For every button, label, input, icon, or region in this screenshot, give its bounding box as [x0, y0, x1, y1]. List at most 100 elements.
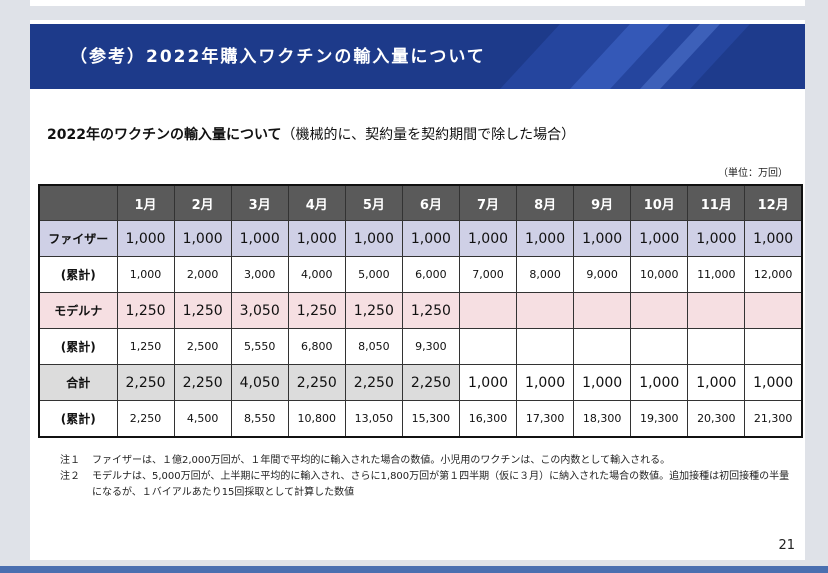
footnotes: 注１ ファイザーは、１億2,000万回が、１年間で平均的に輸入された場合の数値。…	[60, 453, 790, 501]
table-cell	[687, 292, 746, 329]
table-cell: 8,550	[230, 400, 289, 437]
table-cell: 3,050	[230, 292, 289, 329]
row-label-cumulative: (累計)	[38, 256, 118, 293]
table-cell: 6,800	[287, 328, 346, 365]
table-cell: 1,000	[344, 220, 403, 257]
table-cell: 2,250	[116, 364, 175, 401]
table-cell: 4,050	[230, 364, 289, 401]
table-cell: 21,300	[744, 400, 803, 437]
month-header: 2月	[173, 184, 232, 221]
table-cell: 1,000	[116, 220, 175, 257]
table-cell: 1,000	[287, 220, 346, 257]
moderna-row: モデルナ 1,250 1,250 3,050 1,250 1,250 1,250	[38, 292, 803, 329]
table-cell: 1,250	[173, 292, 232, 329]
table-cell: 16,300	[458, 400, 518, 437]
table-cell: 10,000	[630, 256, 689, 293]
table-cell: 1,250	[287, 292, 346, 329]
footnote-label: 注２	[60, 471, 80, 482]
table-cell: 1,250	[344, 292, 403, 329]
subtitle-bold: 2022年のワクチンの輸入量について	[47, 127, 282, 143]
pfizer-cumulative-row: (累計) 1,000 2,000 3,000 4,000 5,000 6,000…	[38, 256, 803, 293]
slide: （参考）2022年購入ワクチンの輸入量について 2022年のワクチンの輸入量につ…	[30, 20, 805, 560]
row-label-cumulative: (累計)	[38, 400, 118, 437]
moderna-cumulative-row: (累計) 1,250 2,500 5,550 6,800 8,050 9,300	[38, 328, 803, 365]
table-cell: 1,000	[458, 364, 518, 401]
table-cell: 3,000	[230, 256, 289, 293]
table-cell: 1,000	[116, 256, 175, 293]
pfizer-row: ファイザー 1,000 1,000 1,000 1,000 1,000 1,00…	[38, 220, 803, 257]
table-cell	[573, 328, 632, 365]
table-cell: 5,000	[344, 256, 403, 293]
table-cell	[458, 328, 518, 365]
table-cell: 1,000	[173, 220, 232, 257]
footnote-text: ファイザーは、１億2,000万回が、１年間で平均的に輸入された場合の数値。小児用…	[92, 455, 671, 466]
table-cell: 13,050	[344, 400, 403, 437]
table-cell: 2,250	[287, 364, 346, 401]
table-cell: 17,300	[516, 400, 575, 437]
row-label-moderna: モデルナ	[38, 292, 118, 329]
table-cell: 2,250	[116, 400, 175, 437]
footnote: 注２ モデルナは、5,000万回が、上半期に平均的に輸入され、さらに1,800万…	[60, 469, 790, 501]
table-cell	[516, 292, 575, 329]
table-cell: 1,000	[630, 220, 689, 257]
table-cell: 2,250	[344, 364, 403, 401]
table-cell: 1,250	[116, 292, 175, 329]
table-cell: 2,250	[401, 364, 460, 401]
footnote-text: モデルナは、5,000万回が、上半期に平均的に輸入され、さらに1,800万回が第…	[92, 471, 790, 498]
table-cell: 1,000	[230, 220, 289, 257]
table-cell	[573, 292, 632, 329]
bottom-bar	[0, 566, 828, 573]
total-row: 合計 2,250 2,250 4,050 2,250 2,250 2,250 1…	[38, 364, 803, 401]
row-label-total: 合計	[38, 364, 118, 401]
header-corner	[38, 184, 118, 221]
month-header: 7月	[458, 184, 518, 221]
table-cell: 7,000	[458, 256, 518, 293]
table-cell: 9,300	[401, 328, 460, 365]
table-cell: 1,000	[687, 364, 746, 401]
month-header: 10月	[630, 184, 689, 221]
table-cell: 1,000	[573, 220, 632, 257]
table-cell: 8,050	[344, 328, 403, 365]
header-title: （参考）2022年購入ワクチンの輸入量について	[70, 47, 486, 67]
table-cell: 1,000	[516, 220, 575, 257]
table-cell	[744, 292, 803, 329]
table-cell: 1,000	[744, 220, 803, 257]
month-header: 6月	[401, 184, 460, 221]
table-cell: 1,000	[516, 364, 575, 401]
table-cell	[516, 328, 575, 365]
row-label-pfizer: ファイザー	[38, 220, 118, 257]
table-cell: 19,300	[630, 400, 689, 437]
table-cell: 11,000	[687, 256, 746, 293]
table-cell: 18,300	[573, 400, 632, 437]
table-cell: 12,000	[744, 256, 803, 293]
header-stripes-decoration	[500, 24, 805, 89]
page-number: 21	[778, 538, 795, 553]
table-cell: 20,300	[687, 400, 746, 437]
table-cell	[630, 328, 689, 365]
table-cell: 15,300	[401, 400, 460, 437]
table-cell: 4,000	[287, 256, 346, 293]
subtitle-normal: （機械的に、契約量を契約期間で除した場合）	[281, 127, 576, 143]
month-header: 8月	[516, 184, 575, 221]
table-cell: 8,000	[516, 256, 575, 293]
table-cell: 1,250	[116, 328, 175, 365]
month-header: 12月	[744, 184, 803, 221]
table-cell: 6,000	[401, 256, 460, 293]
footnote: 注１ ファイザーは、１億2,000万回が、１年間で平均的に輸入された場合の数値。…	[60, 453, 790, 469]
previous-slide-edge	[30, 0, 805, 6]
footnote-label: 注１	[60, 455, 80, 466]
table-cell: 2,000	[173, 256, 232, 293]
table-cell: 1,000	[687, 220, 746, 257]
table-cell	[687, 328, 746, 365]
table-cell: 4,500	[173, 400, 232, 437]
unit-label: （単位：万回）	[718, 168, 788, 179]
table-cell: 1,000	[401, 220, 460, 257]
table-cell: 1,000	[573, 364, 632, 401]
import-volume-table: 1月 2月 3月 4月 5月 6月 7月 8月 9月 10月 11月 12月 フ…	[38, 184, 803, 438]
table-cell: 5,550	[230, 328, 289, 365]
total-cumulative-row: (累計) 2,250 4,500 8,550 10,800 13,050 15,…	[38, 400, 803, 437]
table-cell: 2,500	[173, 328, 232, 365]
row-label-cumulative: (累計)	[38, 328, 118, 365]
month-header: 1月	[116, 184, 175, 221]
table-cell: 1,000	[744, 364, 803, 401]
